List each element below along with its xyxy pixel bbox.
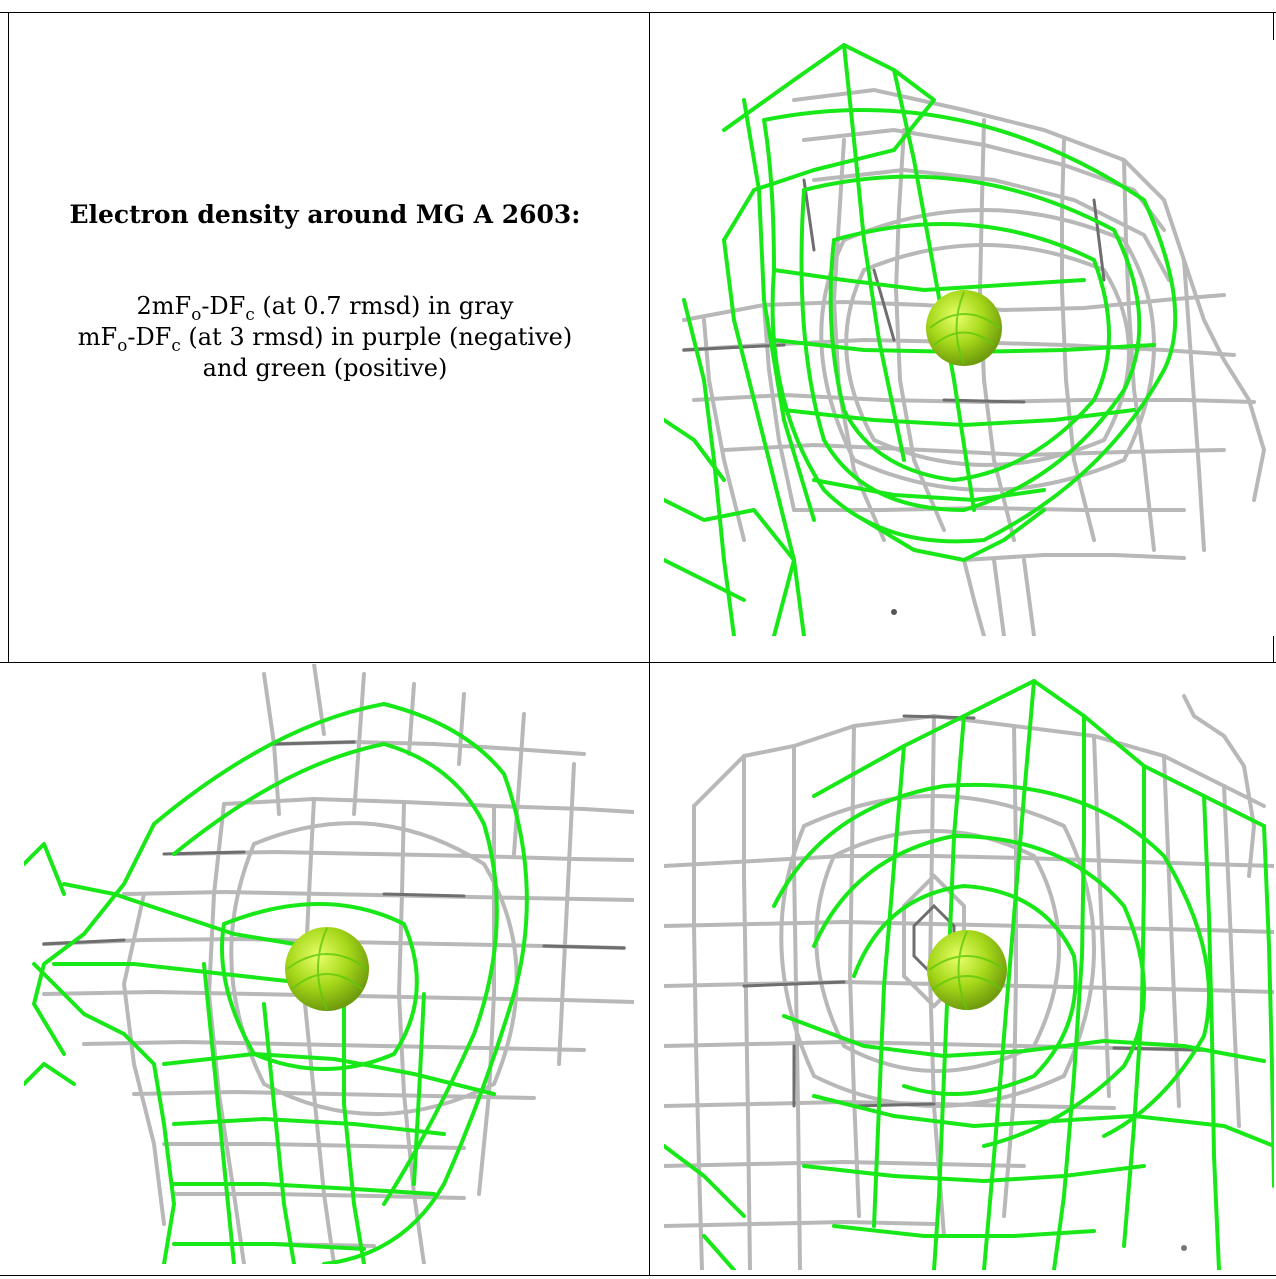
border-top: [0, 12, 1276, 13]
caption-line-1: 2mFo-DFc (at 0.7 rmsd) in gray: [136, 292, 514, 324]
caption-line-3: and green (positive): [202, 354, 448, 382]
caption-line-2: mFo-DFc (at 3 rmsd) in purple (negative): [77, 323, 573, 355]
border-bottom: [0, 1275, 1276, 1276]
sphere-mesh-overlay: [929, 291, 1001, 365]
border-center: [649, 12, 650, 1276]
dot-marker: [891, 609, 897, 615]
magnesium-ion-sphere: [285, 927, 369, 1011]
green-mesh: [664, 43, 1178, 636]
caption-title: Electron density around MG A 2603:: [69, 200, 581, 229]
density-panel-bottom-left: [24, 664, 634, 1264]
magnesium-ion-sphere: [926, 290, 1002, 366]
mesh-view-1: [664, 43, 1267, 636]
green-mesh: [24, 702, 529, 1264]
mesh-view-2: [24, 664, 634, 1264]
green-mesh: [664, 679, 1274, 1270]
border-left: [8, 12, 9, 663]
border-middle: [0, 662, 1276, 663]
dot-marker: [1181, 1245, 1187, 1251]
density-panel-top-right: [664, 40, 1274, 636]
gray-mesh: [664, 694, 1274, 1270]
mesh-view-3: [664, 679, 1274, 1270]
sphere-mesh-overlay: [286, 927, 368, 1011]
dark-gray-mesh: [682, 178, 1106, 404]
sphere-mesh-overlay: [928, 930, 1006, 1011]
dark-gray-mesh: [42, 740, 626, 950]
magnesium-ion-sphere: [927, 930, 1007, 1010]
density-panel-bottom-right: [664, 676, 1274, 1270]
caption-cell: Electron density around MG A 2603: 2mFo-…: [20, 200, 630, 384]
